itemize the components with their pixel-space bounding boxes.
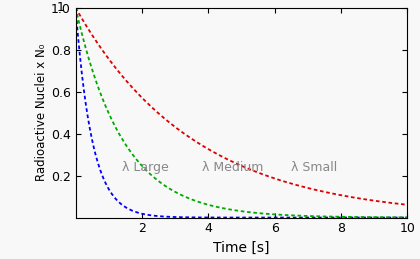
Text: λ Small: λ Small xyxy=(291,161,338,174)
Text: 1: 1 xyxy=(57,1,65,14)
Y-axis label: Radioactive Nuclei x N₀: Radioactive Nuclei x N₀ xyxy=(35,44,48,181)
Text: λ Large: λ Large xyxy=(122,161,169,174)
Text: λ Medium: λ Medium xyxy=(202,161,263,174)
X-axis label: Time [s]: Time [s] xyxy=(213,241,270,255)
